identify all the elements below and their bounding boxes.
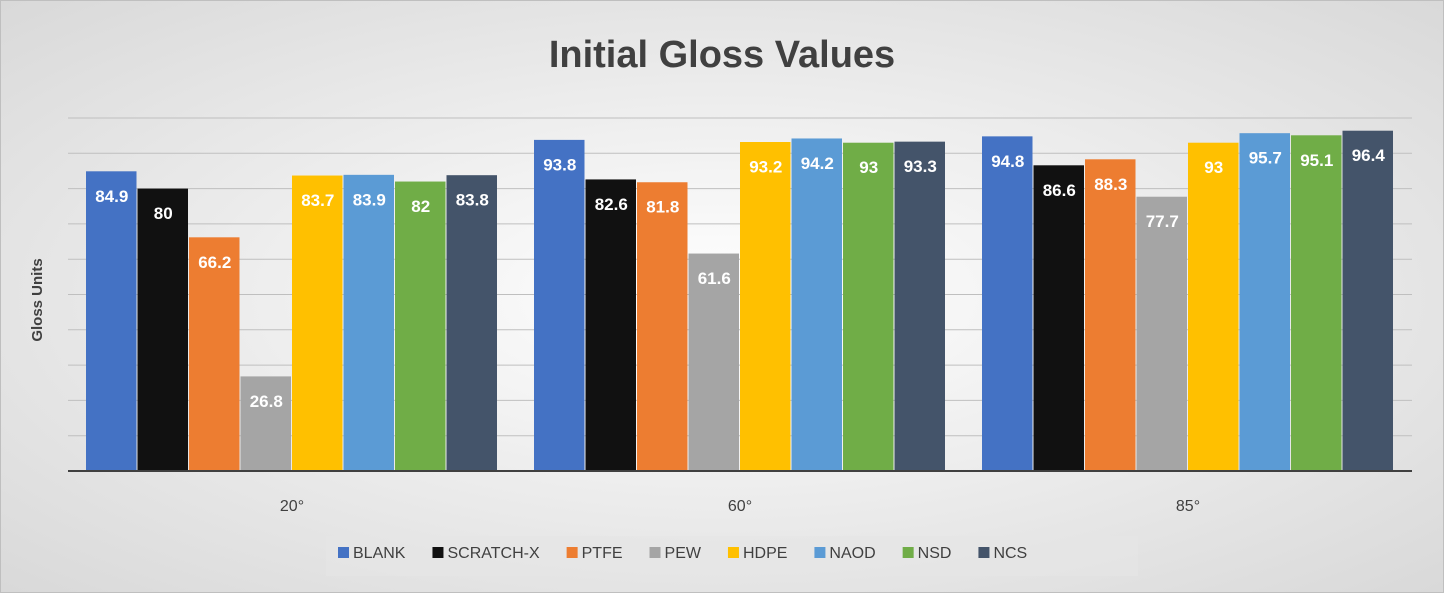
bar (688, 253, 739, 471)
bar (534, 139, 585, 472)
data-label: 94.8 (991, 152, 1024, 171)
chart-title: Initial Gloss Values (549, 34, 895, 76)
legend-label: SCRATCH-X (447, 545, 539, 562)
data-label: 88.3 (1094, 175, 1127, 194)
data-label: 81.8 (646, 198, 679, 217)
data-label: 77.7 (1146, 212, 1179, 231)
legend-label: NAOD (829, 545, 875, 562)
data-label: 93 (1204, 158, 1223, 177)
data-label: 94.2 (801, 154, 834, 173)
bar (1136, 196, 1187, 471)
bar (637, 182, 688, 471)
bar (585, 179, 636, 471)
bar (1239, 133, 1290, 471)
bar (1342, 130, 1393, 471)
legend-marker (727, 547, 739, 558)
data-label: 93 (859, 158, 878, 177)
bar (189, 237, 240, 471)
x-tick-label: 20° (280, 498, 304, 515)
legend-marker (432, 547, 444, 558)
bar (1291, 135, 1342, 471)
data-label: 93.8 (543, 155, 576, 174)
bar (1188, 142, 1239, 471)
x-tick-label: 85° (1176, 498, 1200, 515)
legend-marker (814, 547, 826, 558)
bar (791, 138, 842, 471)
bar (740, 142, 791, 471)
legend-label: BLANK (353, 545, 406, 562)
data-label: 84.9 (95, 187, 128, 206)
legend-label: NSD (918, 545, 952, 562)
bar (86, 171, 137, 472)
data-label: 83.8 (456, 191, 489, 210)
y-axis-label: Gloss Units (29, 258, 46, 341)
data-label: 93.2 (749, 157, 782, 176)
data-label: 80 (154, 204, 173, 223)
bar (446, 175, 497, 471)
bar (395, 181, 446, 472)
data-label: 95.1 (1300, 151, 1333, 170)
data-label: 26.8 (250, 392, 283, 411)
legend-label: PTFE (582, 545, 623, 562)
bar (1033, 165, 1084, 471)
legend-marker (566, 547, 578, 558)
legend-marker (978, 547, 990, 558)
data-label: 82.6 (595, 195, 628, 214)
legend-marker (649, 547, 661, 558)
legend-label: NCS (993, 545, 1027, 562)
bar (343, 174, 394, 471)
bar (843, 142, 894, 471)
legend-marker (338, 547, 349, 558)
data-label: 95.7 (1249, 149, 1282, 168)
data-label: 61.6 (698, 269, 731, 288)
bar (137, 188, 188, 471)
data-label: 86.6 (1043, 181, 1076, 200)
data-label: 96.4 (1352, 146, 1386, 165)
bar (894, 141, 945, 471)
bar (240, 376, 291, 471)
data-label: 93.3 (904, 157, 937, 176)
legend-label: HDPE (743, 545, 787, 562)
data-label: 66.2 (198, 253, 231, 272)
x-tick-label: 60° (728, 498, 752, 515)
legend-label: PEW (665, 545, 702, 562)
bar (982, 136, 1033, 471)
data-label: 83.7 (301, 191, 334, 210)
bar (1085, 159, 1136, 471)
data-label: 83.9 (353, 190, 386, 209)
bar (292, 175, 343, 471)
legend-marker (902, 547, 914, 558)
data-label: 82 (411, 197, 430, 216)
